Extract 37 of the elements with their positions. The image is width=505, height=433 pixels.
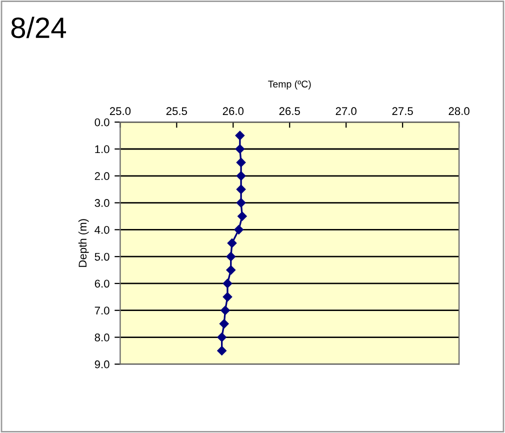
x-tick-label: 25.0 — [110, 107, 131, 116]
y-tick-label: 8.0 — [94, 334, 110, 342]
point — [226, 252, 236, 262]
x-tick-label: 26.5 — [279, 107, 300, 116]
x-axis-title: Temp (ºC) — [268, 80, 311, 90]
point — [234, 225, 244, 234]
point — [236, 198, 246, 208]
y-tick-label: 1.0 — [95, 145, 110, 154]
point — [236, 184, 246, 194]
point — [226, 265, 236, 275]
y-axis-title: Depth (m) — [78, 219, 89, 267]
point — [235, 144, 245, 154]
point — [222, 292, 232, 302]
point — [219, 319, 229, 328]
y-tick-label: 3.0 — [94, 199, 110, 207]
point — [238, 212, 247, 221]
x-tick-label: 27.0 — [336, 107, 356, 116]
y-tick-label: 4.0 — [94, 226, 110, 234]
y-tick-label: 9.0 — [94, 360, 110, 368]
x-tick-label: 26.0 — [222, 107, 244, 116]
y-tick-label: 0.0 — [94, 118, 110, 126]
point — [217, 346, 226, 356]
y-tick-label: 7.0 — [94, 306, 110, 314]
y-tick-label: 6.0 — [94, 280, 110, 288]
point — [220, 306, 230, 315]
point — [236, 158, 246, 168]
point — [217, 332, 226, 342]
x-tick-label: 28.0 — [448, 107, 470, 116]
point — [222, 278, 232, 288]
point — [227, 238, 237, 248]
x-tick-label: 27.5 — [392, 107, 413, 116]
point — [236, 171, 246, 181]
y-tick-label: 2.0 — [94, 172, 110, 180]
y-tick-label: 5.0 — [94, 252, 110, 261]
point — [235, 130, 245, 140]
x-tick-label: 25.5 — [166, 107, 188, 116]
chart-title: 8/24 — [11, 16, 66, 38]
